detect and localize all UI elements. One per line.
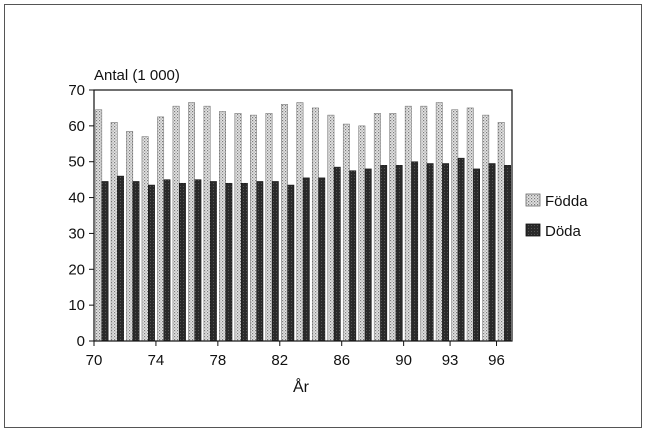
legend-swatch-fodda (525, 193, 541, 207)
bar-fodda-1989 (389, 113, 397, 342)
bar-fodda-1985 (327, 114, 335, 342)
x-tick-label-70: 70 (86, 352, 103, 369)
bar-doda-1994 (473, 168, 480, 342)
x-tick-label-74: 74 (148, 352, 165, 369)
bar-fodda-1975 (172, 105, 180, 342)
x-tick-label-86: 86 (333, 352, 350, 369)
x-axis-title: År (293, 377, 310, 396)
bar-doda-1987 (364, 168, 372, 342)
bar-fodda-1983 (296, 102, 304, 342)
bar-fodda-1994 (466, 107, 474, 342)
bar-doda-1970 (101, 181, 109, 342)
bar-doda-1984 (318, 177, 326, 342)
legend-label-doda: Döda (545, 223, 582, 240)
axes: 0 10 20 30 40 50 60 70 70 74 78 82 86 90 93 96 (68, 82, 513, 369)
bar-doda-1978 (225, 182, 233, 342)
bar-doda-1977 (209, 181, 217, 342)
bar-fodda-1995 (482, 114, 490, 342)
chart-frame (4, 4, 642, 428)
bar-fodda-1990 (404, 105, 412, 342)
x-tick-label-93: 93 (442, 352, 459, 369)
bar-fodda-1993 (451, 109, 459, 342)
bar-doda-1992 (442, 163, 450, 342)
y-tick-label-0: 0 (77, 333, 85, 350)
bar-fodda-1978 (219, 111, 226, 342)
bar-doda-1976 (194, 179, 202, 342)
y-tick-label-10: 10 (68, 297, 85, 314)
bar-fodda-1996 (497, 122, 505, 342)
bar-doda-1996 (504, 165, 511, 342)
bar-doda-1988 (380, 165, 388, 342)
bar-doda-1986 (349, 170, 357, 342)
legend-swatch-doda (525, 223, 541, 237)
y-tick-label-60: 60 (68, 118, 85, 135)
y-tick-label-50: 50 (68, 154, 85, 171)
bar-doda-1981 (271, 181, 279, 342)
bar-fodda-1982 (281, 104, 288, 342)
y-tick-label-40: 40 (68, 190, 85, 207)
bar-fodda-1972 (126, 130, 134, 342)
bar-doda-1990 (411, 161, 419, 342)
bar-doda-1972 (132, 181, 140, 342)
bar-fodda-1970 (95, 109, 103, 342)
bar-doda-1974 (163, 179, 171, 342)
bar-fodda-1984 (311, 107, 319, 342)
y-axis-title: Antal (1 000) (94, 67, 180, 84)
x-tick-label-96: 96 (488, 352, 505, 369)
bar-doda-1975 (179, 182, 186, 342)
y-tick-label-20: 20 (68, 261, 85, 278)
bar-fodda-1986 (342, 123, 350, 342)
bar-fodda-1973 (141, 136, 149, 342)
bar-fodda-1971 (110, 122, 118, 342)
legend-label-fodda: Födda (545, 193, 588, 210)
bar-fodda-1976 (188, 102, 195, 342)
bar-fodda-1979 (234, 113, 242, 342)
bar-fodda-1977 (203, 105, 211, 342)
bar-fodda-1987 (358, 125, 366, 342)
bar-doda-1982 (287, 184, 295, 342)
x-tick-label-78: 78 (210, 352, 227, 369)
bar-fodda-1991 (420, 105, 428, 342)
legend: Födda Döda (525, 193, 588, 240)
bar-doda-1983 (302, 177, 310, 342)
plot-area (95, 102, 511, 342)
bar-doda-1993 (457, 157, 465, 342)
bar-doda-1973 (148, 184, 155, 342)
bar-fodda-1988 (373, 113, 381, 342)
x-tick-label-82: 82 (271, 352, 288, 369)
bar-doda-1971 (117, 175, 124, 342)
bar-fodda-1992 (435, 102, 443, 342)
bar-doda-1989 (395, 165, 403, 342)
bar-fodda-1974 (157, 116, 165, 342)
y-tick-label-30: 30 (68, 225, 85, 242)
x-tick-label-90: 90 (395, 352, 412, 369)
bar-doda-1979 (240, 182, 248, 342)
bar-fodda-1981 (265, 113, 273, 342)
bar-doda-1991 (426, 163, 434, 342)
bar-doda-1995 (488, 163, 496, 342)
bar-doda-1980 (256, 181, 264, 342)
bar-fodda-1980 (250, 114, 257, 342)
plot-frame (93, 89, 513, 342)
y-tick-label-70: 70 (68, 82, 85, 99)
bar-doda-1985 (333, 166, 341, 342)
